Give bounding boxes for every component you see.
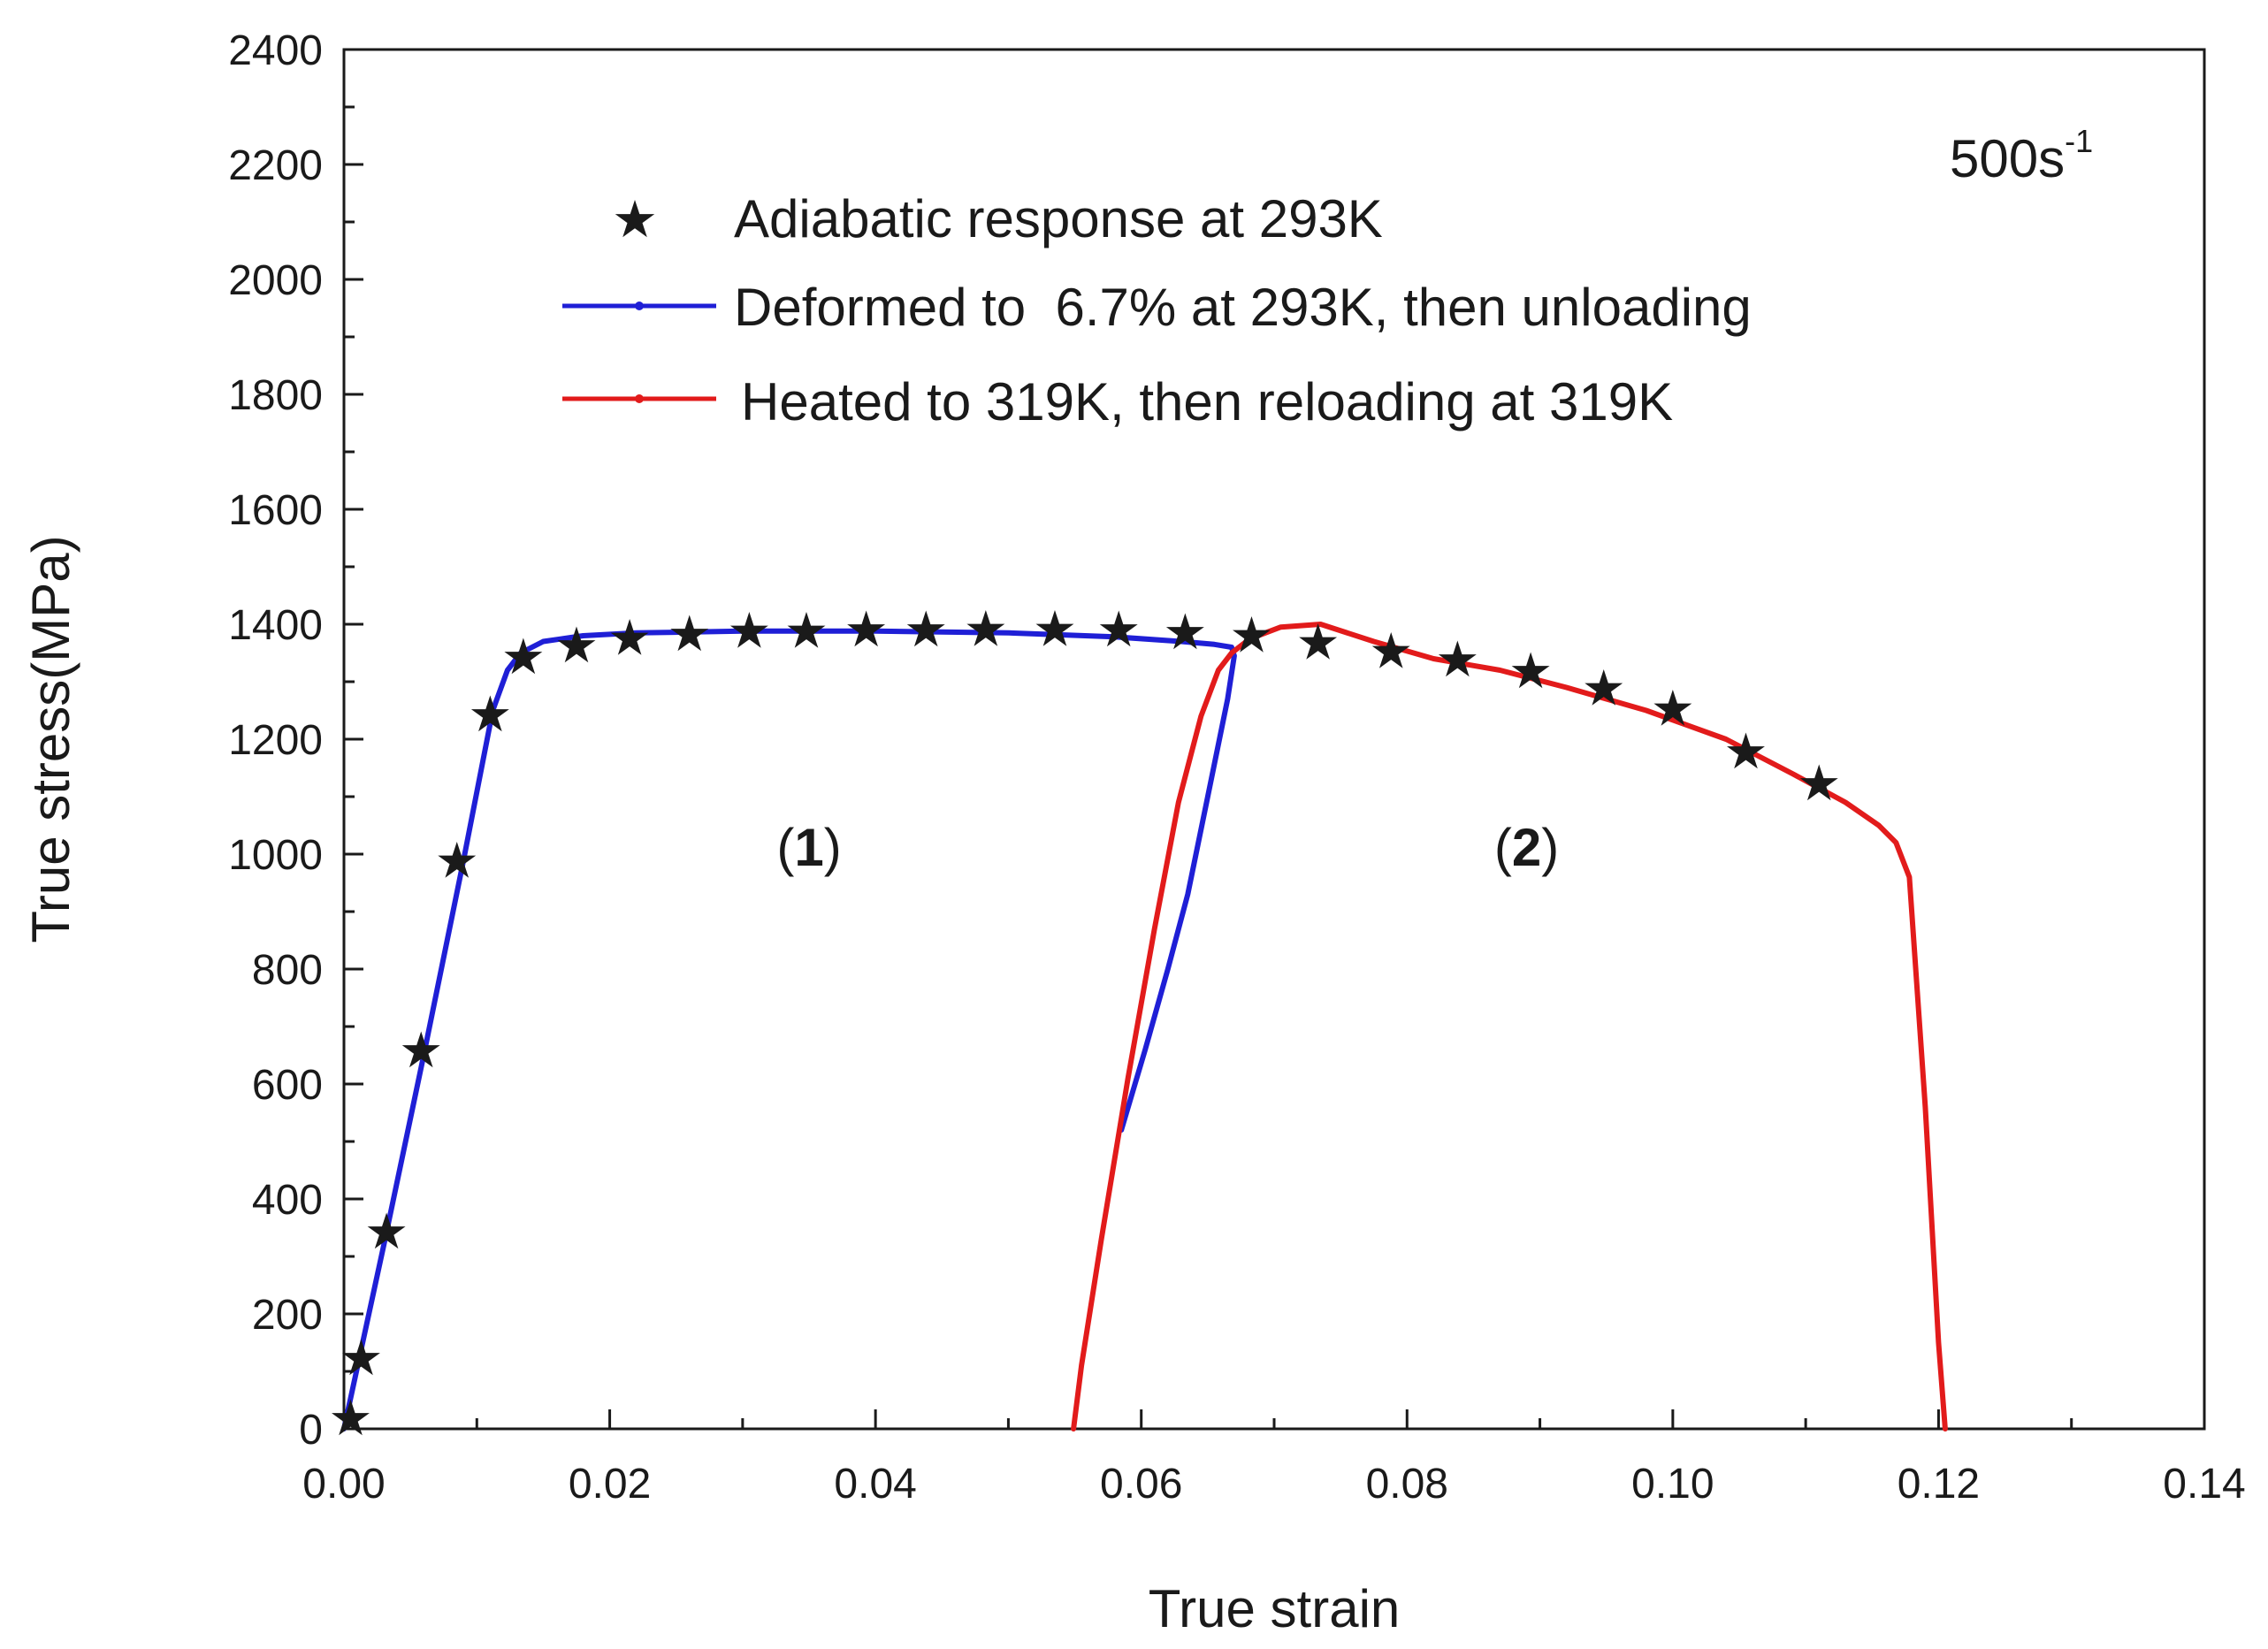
y-tick-label: 0 <box>299 1407 323 1454</box>
star-marker: ★ <box>435 833 479 889</box>
strain-rate-base: 500s <box>1950 129 2065 188</box>
x-tick-label: 0.14 <box>2163 1461 2245 1508</box>
star-marker: ★ <box>1582 660 1626 716</box>
y-tick-label: 600 <box>252 1062 323 1109</box>
star-marker: ★ <box>607 609 652 665</box>
star-marker: ★ <box>468 686 512 742</box>
region-2-close: ) <box>1541 818 1559 877</box>
strain-rate-exponent: -1 <box>2065 123 2093 159</box>
star-marker: ★ <box>1723 723 1768 779</box>
x-tick-label: 0.00 <box>302 1461 385 1508</box>
region-2-number: 2 <box>1512 818 1541 877</box>
series-line-heated <box>1071 622 1948 1431</box>
star-marker: ★ <box>1096 601 1141 657</box>
region-label-2: (2) <box>1494 818 1559 877</box>
y-axis-title: True stress(MPa) <box>21 535 80 943</box>
legend-label-adiabatic: Adiabatic response at 293K <box>734 189 1383 248</box>
region-2-open: ( <box>1494 818 1512 877</box>
star-marker: ★ <box>399 1022 443 1078</box>
star-marker: ★ <box>727 603 771 659</box>
star-marker: ★ <box>1229 607 1273 663</box>
x-tick-label: 0.02 <box>569 1461 651 1508</box>
series-layer: ★★★★★★★ ★ ★ ★ ★ ★ ★ ★ ★ ★ ★ ★ ★ ★ ★ ★ ★ ★ ★★★ <box>328 601 1948 1446</box>
star-marker: ★ <box>554 617 599 673</box>
plot-frame <box>342 48 2206 1431</box>
legend-dot-blue <box>635 302 644 310</box>
axis-ticks: 0.00 0.02 0.04 0.06 0.08 0.10 0.12 0.14 0 200 400 6… <box>228 27 2245 1508</box>
x-tick-label: 0.06 <box>1100 1461 1182 1508</box>
star-marker: ★ <box>1797 755 1841 811</box>
y-tick-label: 1600 <box>228 487 323 534</box>
legend-dot-red <box>635 394 644 403</box>
star-marker: ★ <box>1651 680 1695 736</box>
star-marker: ★ <box>1163 604 1207 660</box>
region-1-open: ( <box>776 818 794 877</box>
star-marker: ★ <box>501 629 546 684</box>
star-marker: ★ <box>339 1330 383 1386</box>
star-marker: ★ <box>364 1203 409 1259</box>
star-marker: ★ <box>1369 622 1413 678</box>
star-marker: ★ <box>1435 631 1479 687</box>
star-marker: ★ <box>1508 643 1553 699</box>
star-marker: ★ <box>328 1390 372 1446</box>
y-tick-label: 2400 <box>228 27 323 74</box>
x-tick-label: 0.08 <box>1366 1461 1448 1508</box>
star-marker: ★ <box>668 606 712 661</box>
star-marker: ★ <box>844 601 889 657</box>
series-line-deformed <box>341 628 1237 1431</box>
y-tick-label: 1400 <box>228 602 323 649</box>
star-marker: ★ <box>964 601 1008 657</box>
region-label-1: (1) <box>776 818 841 877</box>
strain-rate-annotation: 500s-1 <box>1950 123 2093 188</box>
y-tick-label: 1000 <box>228 832 323 879</box>
star-marker: ★ <box>1033 601 1077 657</box>
star-marker: ★ <box>904 601 948 657</box>
y-tick-label: 200 <box>252 1292 323 1339</box>
region-1-close: ) <box>824 818 842 877</box>
x-tick-label: 0.10 <box>1631 1461 1714 1508</box>
x-axis-title: True strain <box>1149 1579 1401 1638</box>
legend-label-deformed: Deformed to 6.7% at 293K, then unloading <box>734 278 1752 337</box>
legend-label-heated: Heated to 319K, then reloading at 319K <box>741 372 1673 431</box>
y-tick-label: 400 <box>252 1177 323 1224</box>
y-tick-label: 1200 <box>228 717 323 764</box>
star-marker: ★ <box>784 603 829 659</box>
region-1-number: 1 <box>794 818 823 877</box>
legend: ★ Adiabatic response at 293K Deformed to… <box>562 189 1752 431</box>
x-tick-label: 0.04 <box>834 1461 916 1508</box>
star-marker: ★ <box>1295 615 1340 670</box>
y-tick-label: 2000 <box>228 257 323 304</box>
legend-marker-star: ★ <box>612 191 658 248</box>
y-tick-label: 800 <box>252 947 323 994</box>
x-tick-label: 0.12 <box>1898 1461 1980 1508</box>
y-tick-label: 1800 <box>228 372 323 419</box>
y-tick-label: 2200 <box>228 142 323 189</box>
